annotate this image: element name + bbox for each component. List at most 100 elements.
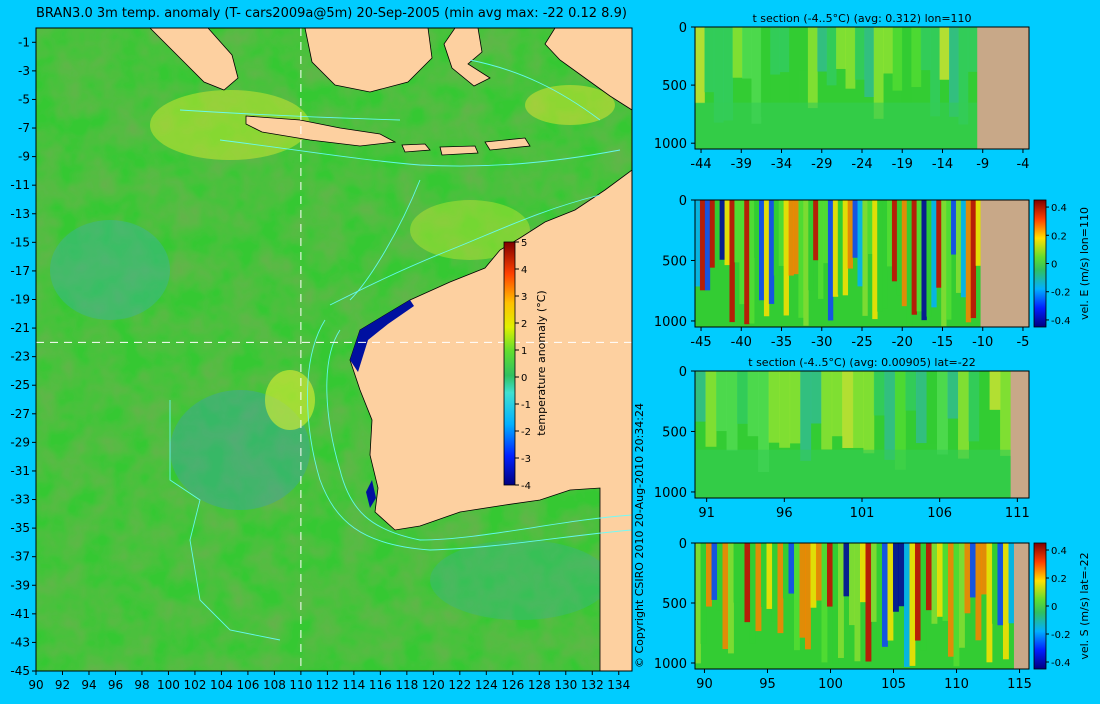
map-colorbar-label: temperature anomaly (°C) xyxy=(535,290,548,435)
section-land xyxy=(1013,543,1029,669)
section-panel-3: t section (-4..5°C) (avg: 0.00905) lat=-… xyxy=(654,356,1030,521)
map-lon-tick-label: 110 xyxy=(289,678,312,692)
map-lat-tick-label: -17 xyxy=(10,264,30,278)
section-depth-tick-label: 0 xyxy=(679,21,687,36)
section-depth-tick-label: 0 xyxy=(679,194,687,209)
map-lon-tick-label: 122 xyxy=(448,678,471,692)
map-lat-tick-label: -39 xyxy=(10,578,30,592)
map-lon-tick-label: 118 xyxy=(395,678,418,692)
copyright: © Copyright CSIRO 2010 20-Aug-2010 20:34… xyxy=(633,403,646,668)
map-lat-tick-label: -33 xyxy=(10,493,30,507)
section-x-tick-label: -25 xyxy=(851,335,872,350)
section-depth-tick-label: 1000 xyxy=(654,315,687,330)
map-lat-tick-label: -43 xyxy=(10,635,30,649)
section-colorbar-tick-label: 0 xyxy=(1051,260,1057,271)
section-depth-tick-label: 500 xyxy=(662,597,687,612)
map-colorbar-tick-label: -3 xyxy=(521,454,531,465)
map-lat-tick-label: -7 xyxy=(18,121,30,135)
map-colorbar-tick-label: -4 xyxy=(521,481,531,492)
section-x-tick-label: -19 xyxy=(892,157,913,172)
section-depth-tick-label: 0 xyxy=(679,365,687,380)
map-lon-tick-label: 128 xyxy=(528,678,551,692)
section-panel-title: t section (-4..5°C) (avg: 0.00905) lat=-… xyxy=(748,356,975,369)
map-lat-tick-label: -15 xyxy=(10,235,30,249)
map-colorbar-tick-label: -2 xyxy=(521,427,531,438)
section-colorbar-label: vel. E (m/s) lon=110 xyxy=(1078,207,1091,320)
section-x-tick-label: 106 xyxy=(927,506,952,521)
section-x-tick-label: 115 xyxy=(1007,677,1032,692)
section-x-tick-label: -15 xyxy=(932,335,953,350)
section-colorbar-tick-label: -0.2 xyxy=(1051,288,1071,299)
section-depth-tick-label: 1000 xyxy=(654,137,687,152)
map-lon-tick-label: 108 xyxy=(263,678,286,692)
section-land xyxy=(1010,371,1029,498)
section-land xyxy=(980,200,1029,327)
section-panel-2: 0 500 1000-45 -40 -35 -30 -25 -20 -15 -10 -5 0.4 0.2… xyxy=(654,194,1091,350)
map-colorbar-tick-label: -1 xyxy=(521,400,531,411)
map-lat-tick-label: -11 xyxy=(10,178,30,192)
map-lon-tick-label: 106 xyxy=(236,678,259,692)
section-colorbar-tick-label: -0.2 xyxy=(1051,630,1071,641)
map-colorbar-tick-label: 0 xyxy=(521,373,527,384)
section-colorbar-tick-label: 0.2 xyxy=(1051,574,1067,585)
section-x-tick-label: -9 xyxy=(976,157,989,172)
map-lon-tick-label: 90 xyxy=(28,678,43,692)
map-lon-tick-label: 114 xyxy=(342,678,365,692)
section-colorbar-tick-label: 0.4 xyxy=(1051,546,1067,557)
map-lat-tick-label: -1 xyxy=(18,35,30,49)
map-lon-tick-label: 104 xyxy=(210,678,233,692)
section-colorbar: 0.4 0.2 0 -0.2 -0.4 vel. S (m/s) lat=-22 xyxy=(1033,542,1091,670)
map-lon-tick-label: 134 xyxy=(607,678,630,692)
map-lat-tick-label: -35 xyxy=(10,521,30,535)
section-depth-tick-label: 500 xyxy=(662,254,687,269)
map-colorbar-tick-label: 5 xyxy=(521,238,527,249)
map-lon-tick-label: 92 xyxy=(55,678,70,692)
map-lon-tick-label: 126 xyxy=(501,678,524,692)
section-x-tick-label: -24 xyxy=(851,157,872,172)
map-lat-tick-label: -9 xyxy=(18,150,30,164)
map-lon-tick-label: 96 xyxy=(108,678,123,692)
section-x-tick-label: -34 xyxy=(771,157,792,172)
map-lon-tick-label: 130 xyxy=(554,678,577,692)
map-lat-tick-label: -31 xyxy=(10,464,30,478)
section-x-tick-label: 110 xyxy=(944,677,969,692)
map-lat-tick-label: -5 xyxy=(18,92,30,106)
map-colorbar: 5 4 3 2 1 0 -1 -2 -3 -4 temperature anomaly (°C) xyxy=(503,238,548,492)
map-colorbar-tick-label: 1 xyxy=(521,346,527,357)
map-lon-tick-label: 124 xyxy=(475,678,498,692)
section-x-tick-label: 90 xyxy=(696,677,713,692)
map-plot xyxy=(35,27,633,672)
map-lon-tick-label: 112 xyxy=(316,678,339,692)
section-x-tick-label: 111 xyxy=(1005,506,1030,521)
section-depth-tick-label: 1000 xyxy=(654,657,687,672)
map-title: BRAN3.0 3m temp. anomaly (T- cars2009a@5… xyxy=(36,6,627,21)
map-lat-tick-label: -41 xyxy=(10,607,30,621)
map-lat-tick-label: -29 xyxy=(10,435,30,449)
section-x-tick-label: 96 xyxy=(776,506,793,521)
bathymetry-contours xyxy=(169,59,633,641)
section-x-tick-label: -45 xyxy=(690,335,711,350)
map-lon-tick-label: 120 xyxy=(422,678,445,692)
map-lat-tick-label: -3 xyxy=(18,64,30,78)
section-x-tick-label: 101 xyxy=(850,506,875,521)
map-lon-tick-label: 102 xyxy=(183,678,206,692)
section-colorbar-label: vel. S (m/s) lat=-22 xyxy=(1078,552,1091,659)
section-x-tick-label: -44 xyxy=(690,157,711,172)
section-depth-tick-label: 0 xyxy=(679,537,687,552)
map-lat-tick-label: -27 xyxy=(10,407,30,421)
section-x-tick-label: -4 xyxy=(1016,157,1029,172)
section-x-tick-label: -29 xyxy=(811,157,832,172)
map-lat-tick-label: -23 xyxy=(10,350,30,364)
map-lat-ticks: -1 -3 -5 -7 -9 -11 -13 -15 -17 -19 -21 -23 -25 -27 -29… xyxy=(10,35,36,678)
section-panel-4: 0 500 1000 90 95 100 105 110 115 0.4 0.2 0 -0.2 -0.4 v… xyxy=(654,537,1091,692)
section-depth-tick-label: 500 xyxy=(662,79,687,94)
map-lon-tick-label: 116 xyxy=(369,678,392,692)
map-lon-tick-label: 94 xyxy=(81,678,96,692)
section-depth-tick-label: 1000 xyxy=(654,486,687,501)
section-x-tick-label: 91 xyxy=(698,506,715,521)
section-x-tick-label: -14 xyxy=(932,157,953,172)
map-lon-tick-label: 132 xyxy=(581,678,604,692)
map-colorbar-tick-label: 3 xyxy=(521,292,527,303)
section-panel-title: t section (-4..5°C) (avg: 0.312) lon=110 xyxy=(752,12,971,25)
